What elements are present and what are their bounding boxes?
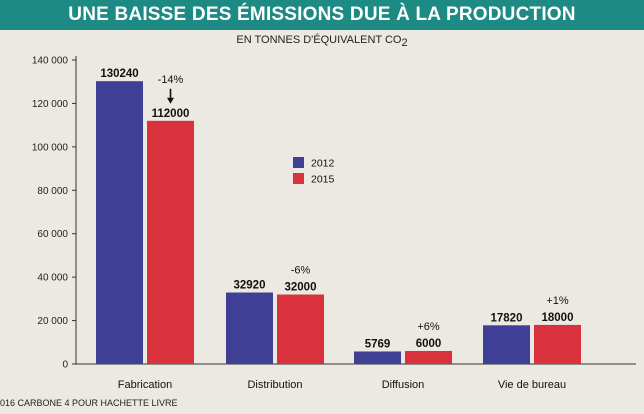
data-label-2015: 32000 [285,282,317,294]
y-tick-label: 60 000 [37,229,68,240]
legend-swatch-2012 [293,157,304,168]
data-label-2012: 5769 [365,338,391,350]
data-label-2012: 17820 [491,312,523,324]
legend-label-2012: 2012 [311,158,335,170]
source-note: 016 CARBONE 4 POUR HACHETTE LIVRE [0,398,178,408]
bar-2012 [354,351,401,364]
y-tick-label: 20 000 [37,316,68,327]
bar-2015 [277,294,324,364]
category-label: Diffusion [382,379,425,391]
y-tick-label: 0 [62,360,68,371]
data-label-2015: 6000 [416,338,442,350]
change-label: +6% [417,321,440,333]
data-label-2012: 32920 [234,280,266,292]
bar-2012 [226,292,273,364]
data-label-2015: 18000 [542,312,574,324]
legend-label-2015: 2015 [311,174,335,186]
bar-2015 [405,350,452,364]
bar-2015 [147,120,194,364]
change-arrow-head [167,97,174,104]
data-label-2015: 112000 [152,108,190,120]
y-tick-label: 100 000 [32,142,69,153]
change-label: +1% [546,295,569,307]
y-tick-label: 80 000 [37,186,68,197]
title-banner: UNE BAISSE DES ÉMISSIONS DUE À LA PRODUC… [0,0,644,30]
subtitle-subscript: 2 [401,37,408,50]
category-label: Distribution [247,379,302,391]
y-tick-label: 40 000 [37,273,68,284]
legend-swatch-2015 [293,173,304,184]
change-label: -14% [158,74,184,86]
change-label: -6% [291,265,311,277]
category-label: Fabrication [118,379,172,391]
y-tick-label: 120 000 [32,99,69,110]
subtitle-text: EN TONNES D'ÉQUIVALENT CO [236,34,402,46]
bar-2015 [534,324,581,364]
data-label-2012: 130240 [100,68,138,80]
y-tick-label: 140 000 [32,56,69,67]
bar-2012 [96,81,143,364]
category-label: Vie de bureau [498,379,566,391]
bar-2012 [483,325,530,364]
chart-subtitle: EN TONNES D'ÉQUIVALENT CO2 [0,34,644,49]
chart-title: UNE BAISSE DES ÉMISSIONS DUE À LA PRODUC… [68,4,576,25]
